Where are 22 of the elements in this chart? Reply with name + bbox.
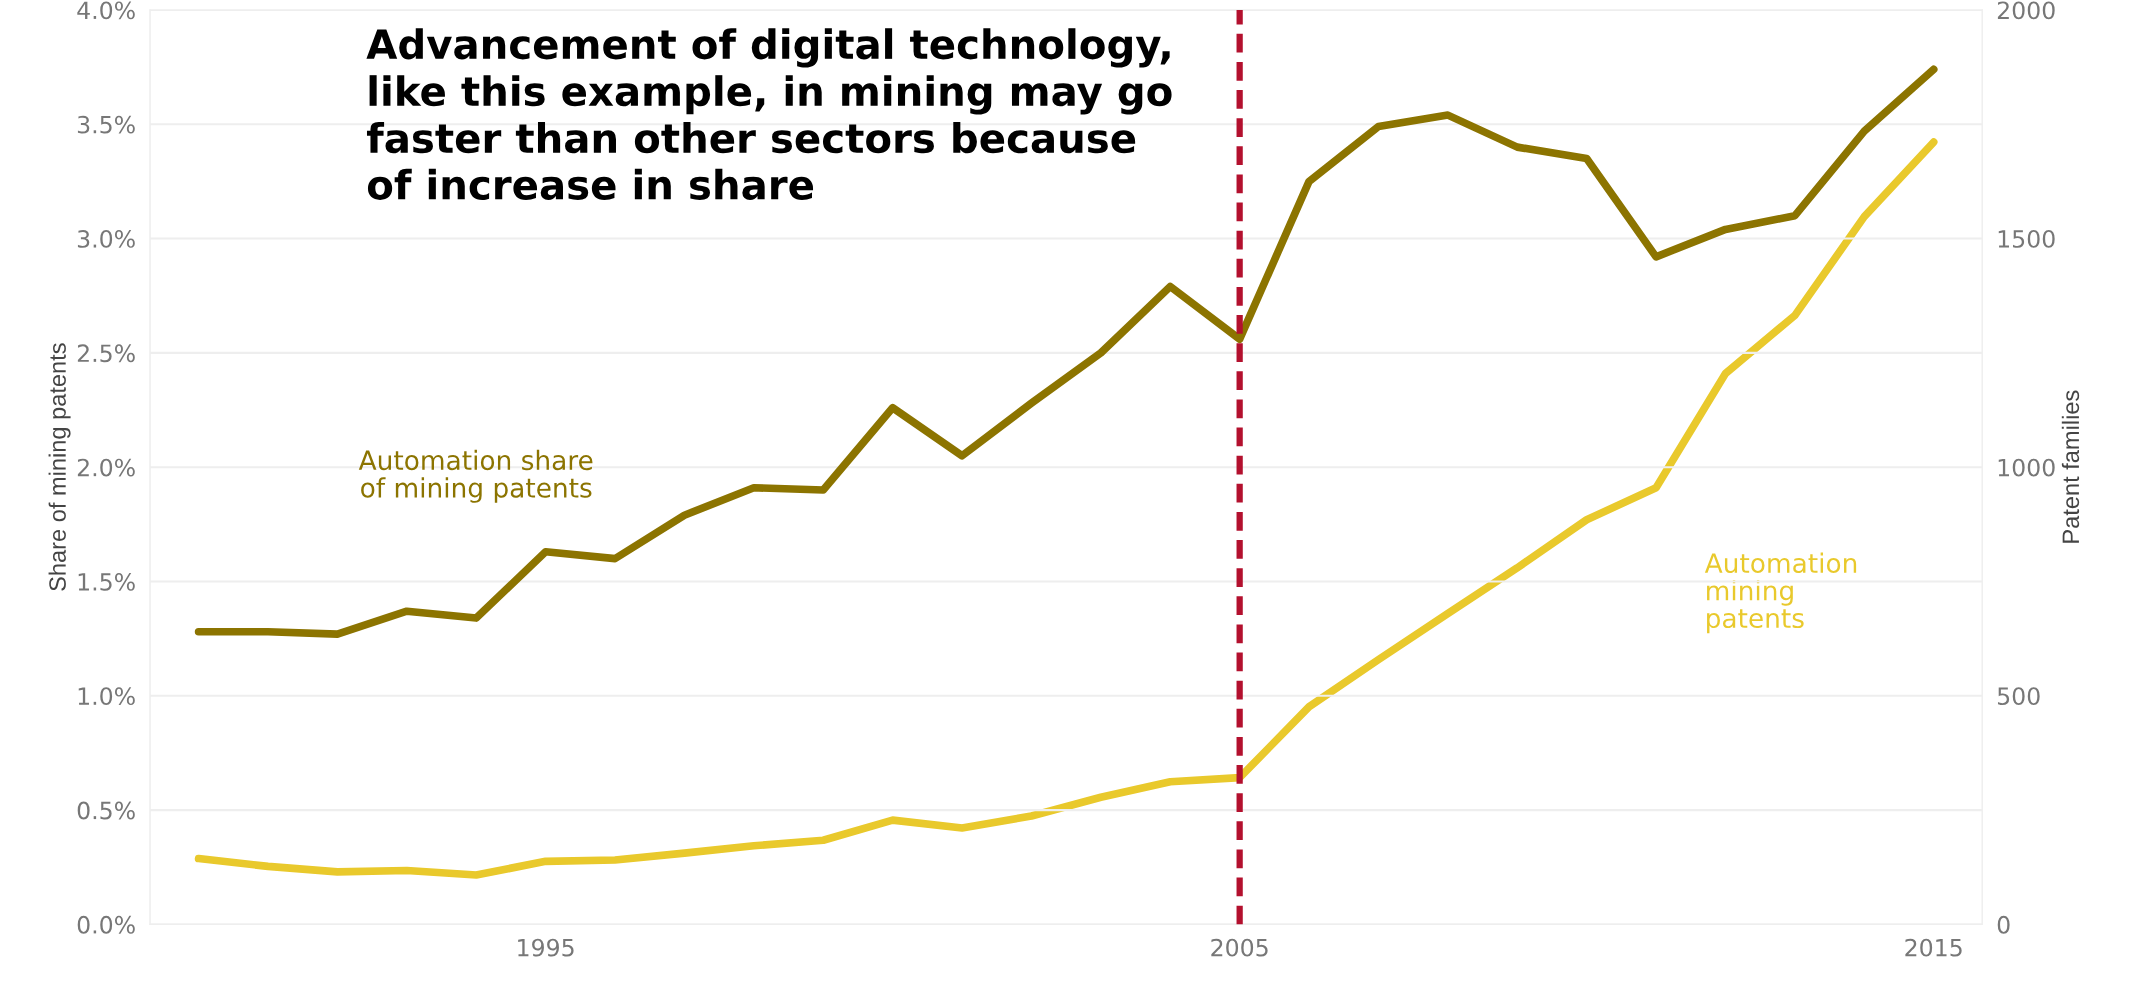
y2-tick-label: 500 bbox=[1997, 687, 2040, 706]
y-tick-label: 2.5% bbox=[77, 344, 135, 363]
x-tick-label: 2005 bbox=[1211, 938, 1268, 957]
y2-tick-label: 0 bbox=[1997, 915, 2010, 934]
y2-tick-label: 1500 bbox=[1998, 230, 2055, 248]
text: Automation mining patents bbox=[1704, 552, 1857, 634]
y-tick-label: 4.0% bbox=[77, 1, 135, 20]
y-tick-label: 3.0% bbox=[77, 230, 135, 248]
y-tick-label: 1.5% bbox=[78, 572, 135, 591]
text: Automation share of mining patents bbox=[358, 449, 593, 503]
annotation: Advancement of digital technology, like this example, in mining may go faster than other sectors because of increase in share bbox=[366, 28, 1172, 200]
y2-axis-title: Patent families bbox=[2061, 390, 2080, 543]
y-tick-label: 1.0% bbox=[78, 687, 135, 706]
y-tick-label: 0.0% bbox=[77, 915, 135, 934]
y-tick-label: 3.5% bbox=[77, 115, 135, 134]
y-tick-label: 0.5% bbox=[77, 801, 135, 820]
y2-tick-label: 1000 bbox=[1998, 458, 2055, 477]
y-tick-label: 2.0% bbox=[77, 458, 135, 477]
x-tick-label: 1995 bbox=[518, 938, 574, 957]
y2-tick-label: 2000 bbox=[1997, 1, 2055, 20]
x-tick-label: 2015 bbox=[1905, 938, 1962, 957]
y-axis-title: Share of mining patents bbox=[48, 343, 71, 591]
